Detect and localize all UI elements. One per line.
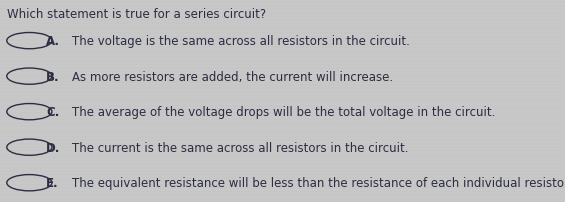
Text: E.: E.: [46, 176, 59, 189]
Text: The average of the voltage drops will be the total voltage in the circuit.: The average of the voltage drops will be…: [72, 106, 495, 119]
Text: The equivalent resistance will be less than the resistance of each individual re: The equivalent resistance will be less t…: [72, 176, 565, 189]
Text: As more resistors are added, the current will increase.: As more resistors are added, the current…: [72, 70, 393, 83]
Text: A.: A.: [46, 35, 60, 48]
Text: D.: D.: [46, 141, 60, 154]
Text: C.: C.: [46, 106, 60, 119]
Text: B.: B.: [46, 70, 60, 83]
Text: The current is the same across all resistors in the circuit.: The current is the same across all resis…: [72, 141, 408, 154]
Text: Which statement is true for a series circuit?: Which statement is true for a series cir…: [7, 8, 267, 21]
Text: The voltage is the same across all resistors in the circuit.: The voltage is the same across all resis…: [72, 35, 410, 48]
